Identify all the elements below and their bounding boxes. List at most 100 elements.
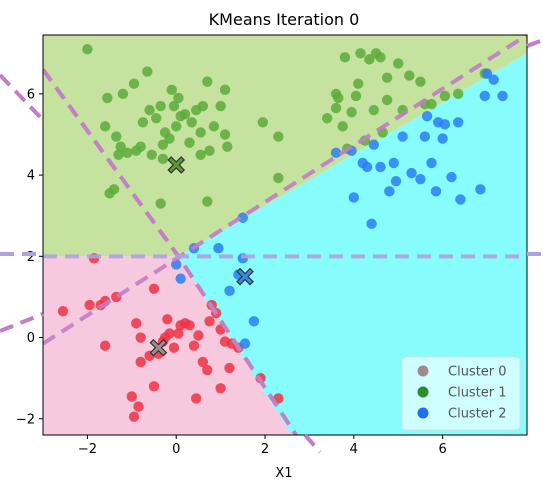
point-cluster2-13 <box>421 111 433 122</box>
point-cluster2-3 <box>361 161 373 173</box>
point-cluster1-25 <box>184 137 195 148</box>
point-cluster0-34 <box>190 393 202 404</box>
point-cluster0-39 <box>135 356 146 368</box>
point-cluster2-18 <box>439 119 451 130</box>
point-cluster2-11 <box>415 173 426 185</box>
point-cluster2-17 <box>437 133 448 144</box>
point-cluster1-6 <box>117 88 129 100</box>
point-cluster1-10 <box>137 117 149 128</box>
boundary-overflow-left-top <box>0 73 45 122</box>
point-cluster1-29 <box>195 149 206 160</box>
point-cluster2-25 <box>488 74 499 85</box>
point-cluster2-33 <box>213 242 224 254</box>
legend-label-1: Cluster 1 <box>448 386 507 401</box>
boundary-overflow-bottom <box>303 433 322 454</box>
point-cluster2-23 <box>479 90 491 102</box>
region-1 <box>178 53 527 435</box>
point-cluster1-9 <box>135 141 146 152</box>
point-cluster1-16 <box>157 139 169 150</box>
point-cluster2-0 <box>330 147 342 158</box>
point-cluster2-28 <box>366 218 377 230</box>
centroid-marker-0 <box>149 338 168 357</box>
point-cluster2-24 <box>481 68 493 79</box>
point-cluster0-25 <box>204 316 215 327</box>
point-cluster1-21 <box>171 121 182 132</box>
point-cluster1-0 <box>82 44 93 55</box>
point-cluster2-10 <box>406 167 417 179</box>
point-cluster1-7 <box>128 78 140 89</box>
point-cluster0-16 <box>168 342 180 353</box>
point-cluster0-17 <box>173 328 184 339</box>
chart-title: KMeans Iteration 0 <box>209 10 360 29</box>
axes-frame <box>42 34 528 436</box>
legend-box <box>401 356 521 431</box>
point-cluster1-45 <box>273 131 284 142</box>
point-cluster1-3 <box>111 131 122 142</box>
legend-label-0: Cluster 0 <box>448 365 507 380</box>
y-tick-label: 4 <box>27 169 35 184</box>
point-cluster1-30 <box>197 100 209 112</box>
point-cluster0-0 <box>57 305 69 317</box>
legend-marker-1 <box>417 386 429 398</box>
point-cluster1-32 <box>204 145 215 156</box>
point-cluster2-9 <box>397 131 408 142</box>
point-cluster1-54 <box>350 90 362 102</box>
point-cluster2-38 <box>239 338 251 349</box>
point-cluster1-35 <box>219 129 231 140</box>
point-cluster0-22 <box>193 330 204 341</box>
point-cluster1-38 <box>115 141 126 152</box>
point-cluster2-14 <box>426 157 437 169</box>
point-cluster1-44 <box>257 117 268 128</box>
point-cluster1-36 <box>222 141 233 152</box>
point-cluster1-26 <box>186 117 197 128</box>
point-cluster0-35 <box>148 381 160 392</box>
point-cluster0-33 <box>215 383 226 394</box>
point-cluster2-21 <box>455 194 466 205</box>
point-cluster1-19 <box>166 84 177 96</box>
x-axis-label: X1 <box>275 466 292 481</box>
x-tick-label: 6 <box>438 442 446 457</box>
point-cluster1-71 <box>439 90 451 102</box>
point-cluster2-8 <box>390 175 402 187</box>
point-cluster2-15 <box>430 186 442 197</box>
point-cluster1-14 <box>151 113 162 124</box>
point-cluster2-37 <box>248 316 260 327</box>
x-axis-ticks: −2 0 2 4 6 <box>78 435 447 457</box>
y-axis-ticks: −2 0 2 4 6 <box>16 87 43 427</box>
point-cluster1-51 <box>339 52 351 63</box>
point-cluster1-5 <box>122 147 133 158</box>
point-cluster1-42 <box>202 196 213 207</box>
axes-border <box>42 34 528 436</box>
point-cluster2-19 <box>446 171 457 183</box>
point-cluster1-34 <box>215 100 226 112</box>
point-cluster1-1 <box>99 121 111 132</box>
point-cluster0-7 <box>131 318 142 329</box>
point-cluster2-5 <box>375 161 386 173</box>
point-cluster1-13 <box>146 149 157 160</box>
point-cluster1-43 <box>157 153 169 165</box>
point-cluster1-37 <box>219 84 231 96</box>
legend-label-2: Cluster 2 <box>448 407 507 422</box>
point-cluster0-15 <box>164 328 175 339</box>
point-cluster1-46 <box>321 113 333 124</box>
point-cluster0-32 <box>224 362 235 374</box>
point-cluster1-74 <box>273 172 284 184</box>
point-cluster1-55 <box>353 78 364 89</box>
point-cluster1-53 <box>346 106 357 118</box>
point-cluster0-38 <box>128 411 140 422</box>
boundary-overflow <box>0 38 543 454</box>
point-cluster2-6 <box>384 186 395 197</box>
point-cluster1-2 <box>102 92 113 104</box>
x-tick-label: 4 <box>350 442 358 457</box>
point-cluster1-28 <box>195 127 206 138</box>
point-cluster1-68 <box>415 76 426 87</box>
x-tick-label: −2 <box>78 442 97 457</box>
x-tick-label: 2 <box>261 442 269 457</box>
point-cluster1-40 <box>108 184 120 195</box>
point-cluster0-8 <box>135 332 146 343</box>
point-cluster1-41 <box>155 198 166 209</box>
point-cluster1-67 <box>404 70 415 81</box>
point-cluster1-31 <box>202 76 213 87</box>
point-cluster0-14 <box>162 314 173 325</box>
centroid-marker-1 <box>167 156 186 174</box>
